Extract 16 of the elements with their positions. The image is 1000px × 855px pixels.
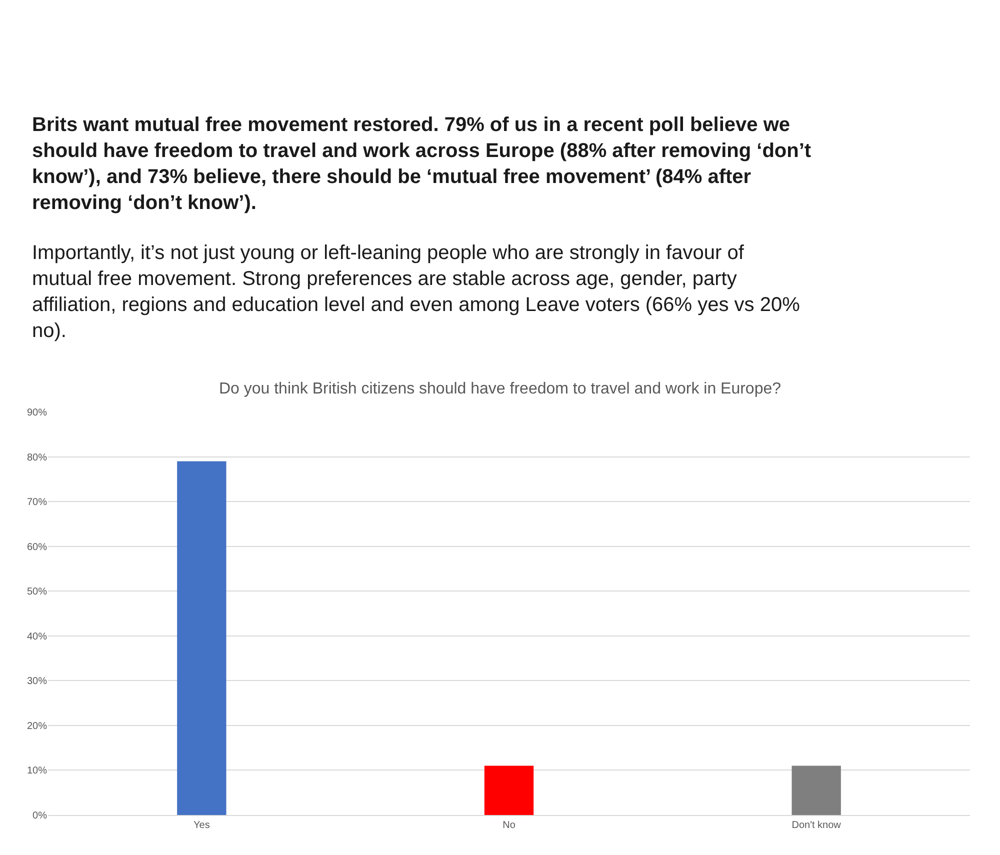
x-tick-label: Don't know bbox=[792, 820, 842, 831]
y-tick-label: 70% bbox=[26, 497, 48, 508]
y-tick-label: 80% bbox=[26, 452, 48, 464]
y-tick-label: 50% bbox=[26, 586, 48, 598]
x-tick-label: Yes bbox=[194, 820, 210, 831]
y-tick-label: 60% bbox=[26, 542, 48, 553]
x-tick-label: No bbox=[502, 820, 516, 831]
text: Brits want mutual free movement restored. 79% of us in a recent poll believe we should have freedom to travel and work across Europe (88% after removing ‘don’t know’), and 73% believe, there should be ‘mutual free movement’ (84% after removing ‘don’t know’). bbox=[32, 114, 812, 214]
text: Importantly, it’s not just young or left-leaning people who are strongly in favour of mutual free movement. Strong preferences are stable across age, gender, party affiliation, regions and education level and even among Leave voters (66% yes vs 20% no). bbox=[32, 242, 800, 342]
y-tick-label: 30% bbox=[26, 676, 48, 688]
y-tick-label: 40% bbox=[26, 631, 48, 642]
y-tick-label: 10% bbox=[26, 766, 48, 777]
y-tick-label: 20% bbox=[26, 720, 48, 732]
chart-title: Do you think British citizens should have freedom to travel and work in Europe? bbox=[218, 380, 782, 398]
y-tick-label: 90% bbox=[26, 408, 48, 418]
y-tick-label: 0% bbox=[32, 810, 48, 822]
